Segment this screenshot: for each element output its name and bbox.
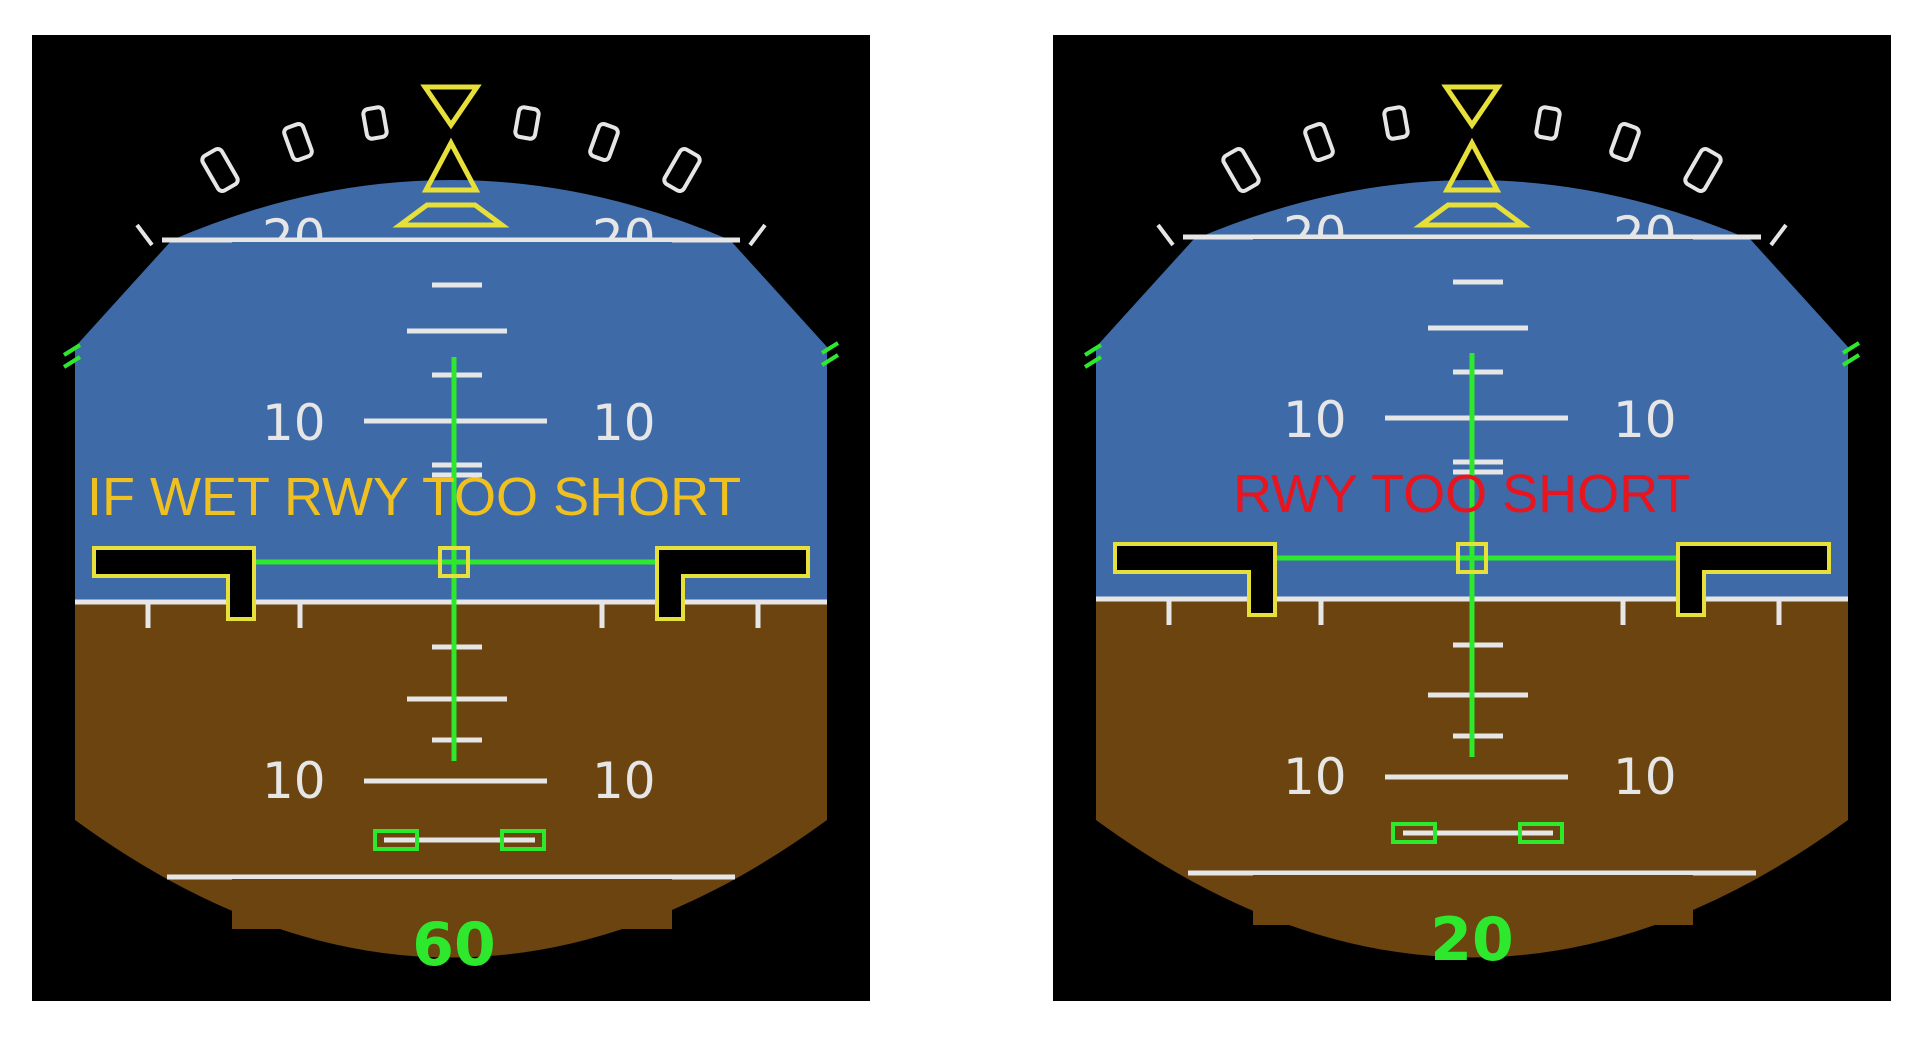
flight-director-bars-icon (250, 357, 662, 761)
pitch-10-down-left: 10 (262, 752, 326, 810)
bank-pointer-icon (420, 84, 482, 130)
pitch-ladder (1385, 279, 1568, 780)
radio-altitude-readout: 20 (1430, 905, 1514, 975)
pitch-10-up-right: 10 (1613, 391, 1677, 449)
pitch-10-up-left: 10 (262, 394, 326, 452)
attitude-indicator-right: 20 20 20 20 10 10 10 10 (1083, 84, 1861, 975)
runway-caution-message: IF WET RWY TOO SHORT (87, 467, 741, 527)
sky-pointer-icon (392, 137, 510, 228)
flight-director-bars-icon (1271, 353, 1683, 757)
bank-scale (1156, 105, 1788, 247)
side-marks (1083, 341, 1861, 369)
aircraft-symbol-icon (92, 546, 810, 621)
side-marks (62, 341, 840, 369)
horizon-ticks (1166, 599, 1782, 625)
aircraft-symbol-icon (1113, 542, 1831, 617)
pitch-10-down-right: 10 (1613, 748, 1677, 806)
bank-scale (135, 105, 767, 247)
lower-guide-bars (1391, 822, 1564, 844)
bank-pointer-icon (1441, 84, 1503, 130)
pitch-10-up-right: 10 (592, 394, 656, 452)
pitch-10-down-left: 10 (1283, 748, 1347, 806)
runway-warning-message: RWY TOO SHORT (1233, 464, 1690, 524)
attitude-indicator-left: 20 20 20 20 10 10 10 10 (62, 84, 840, 980)
pfd-right: 20 20 20 20 10 10 10 10 (1053, 35, 1891, 1001)
horizon-ticks (145, 602, 761, 628)
sky-pointer-icon (1413, 137, 1531, 228)
pitch-ladder (364, 282, 547, 784)
pitch-10-up-left: 10 (1283, 391, 1347, 449)
pitch-10-down-right: 10 (592, 752, 656, 810)
pfd-left: 20 20 20 20 10 10 10 10 (32, 35, 870, 1001)
lower-guide-bars (373, 829, 546, 851)
radio-altitude-readout: 60 (412, 910, 496, 980)
